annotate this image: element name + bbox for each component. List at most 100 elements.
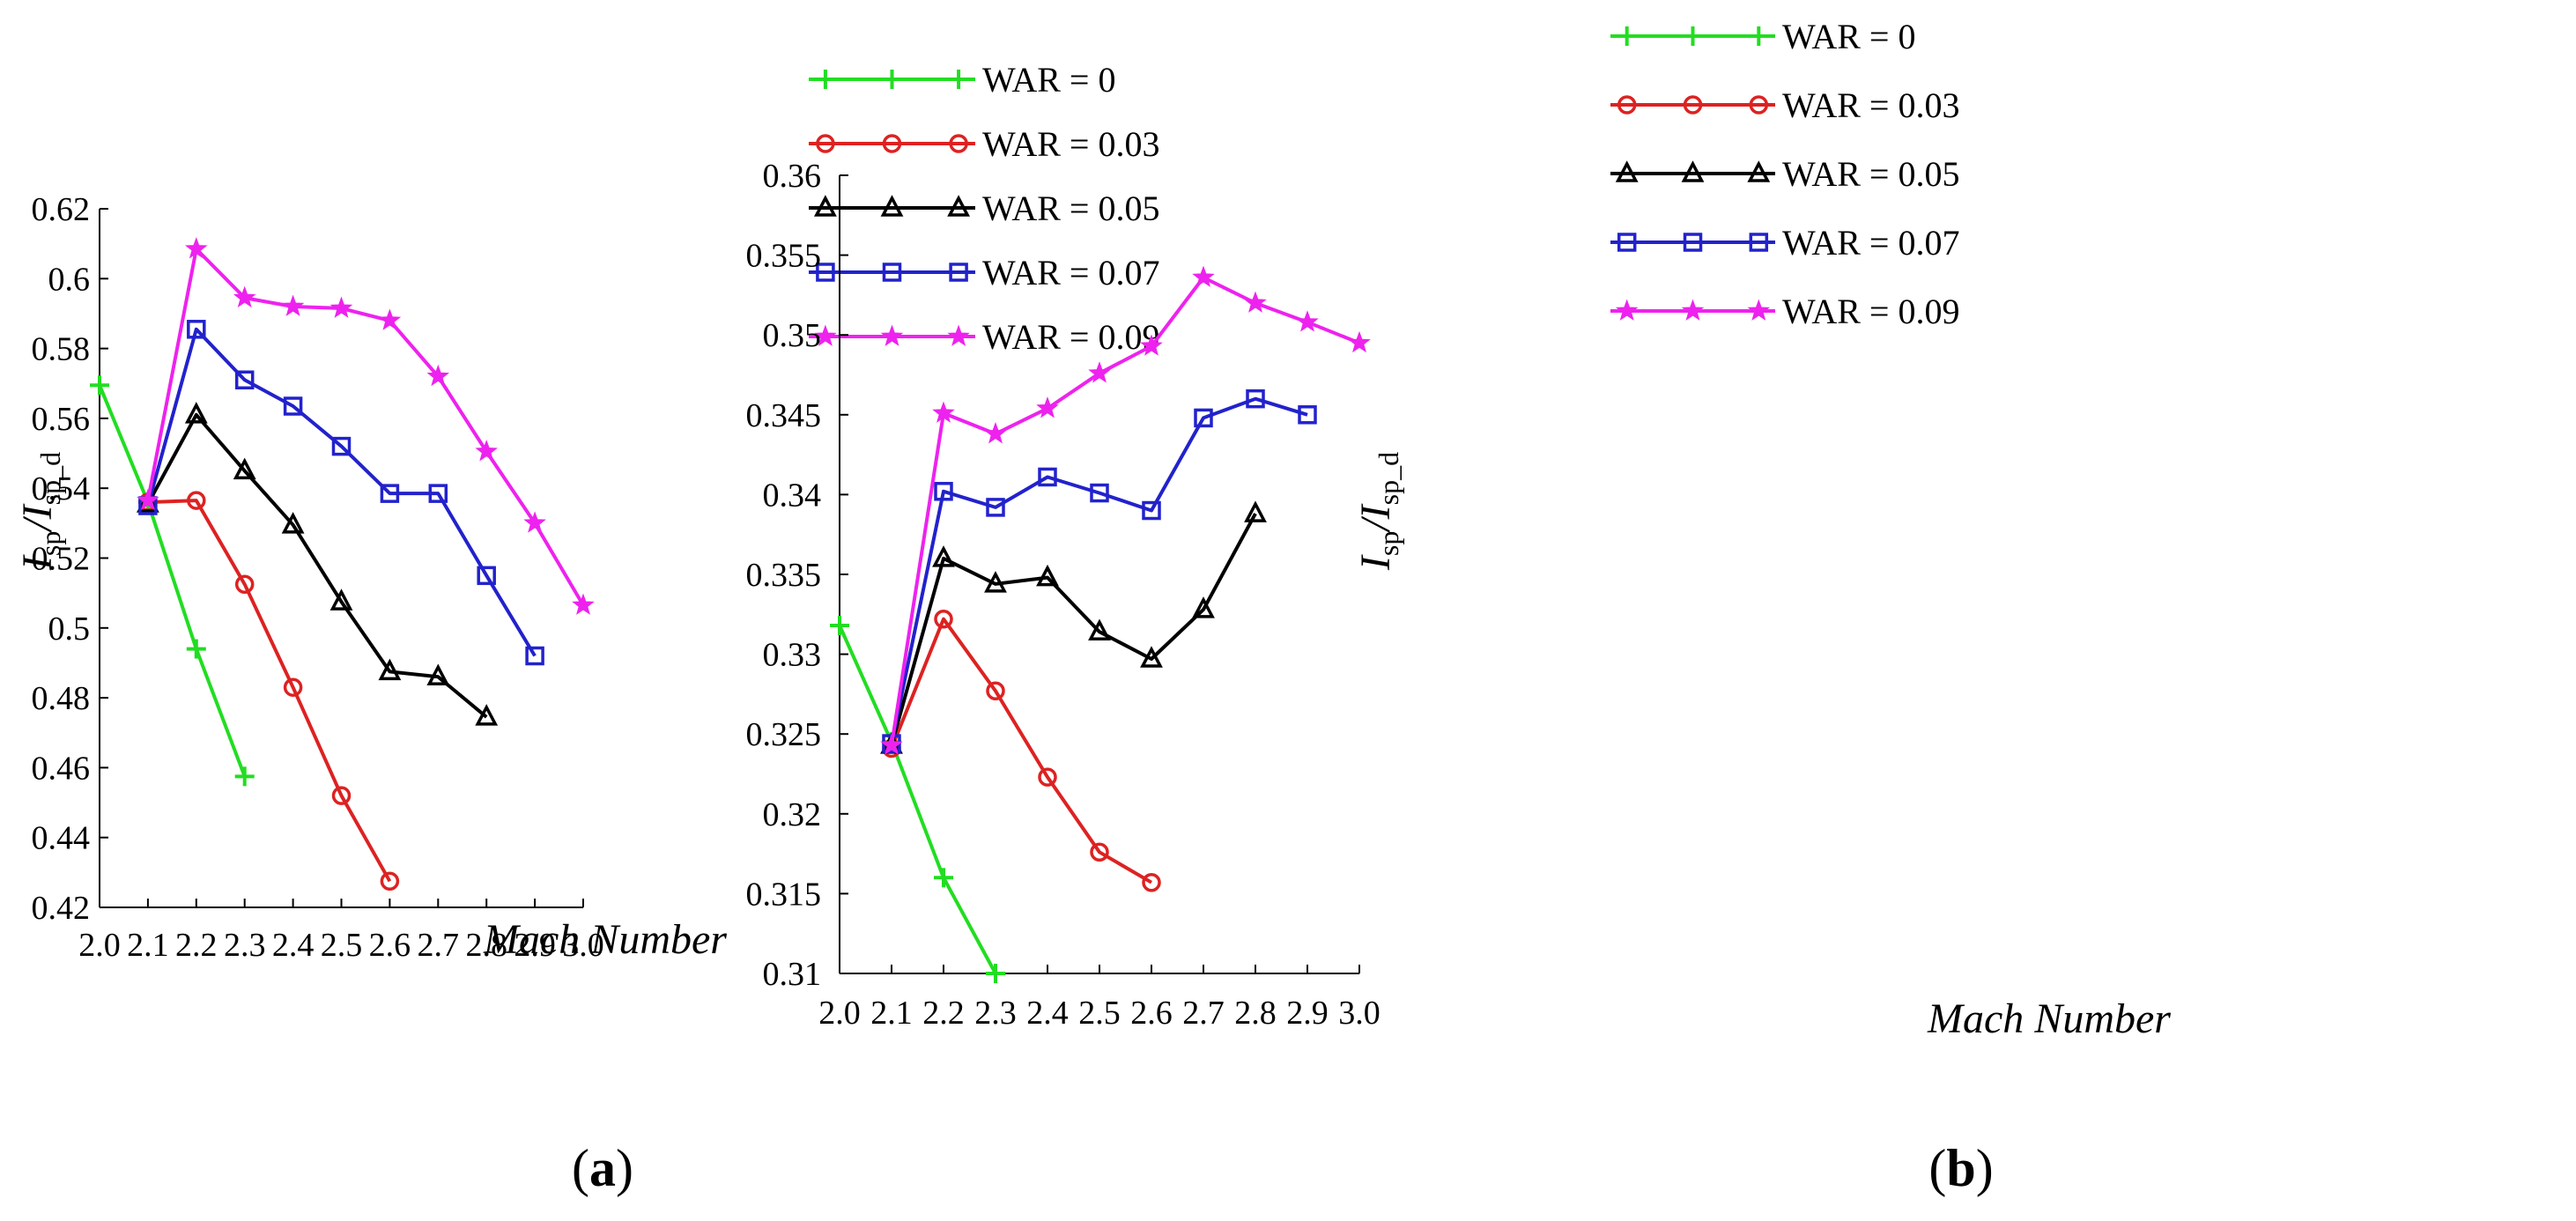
panel-b-data-point: [880, 733, 903, 755]
panel-a-data-point: [90, 375, 109, 396]
panel-b-y-tick-label: 0.31: [763, 956, 822, 993]
panel-b-legend-label: WAR = 0.05: [1782, 154, 1959, 194]
panel-a-series-4: [137, 237, 595, 615]
panel-b-series-line: [890, 513, 1257, 746]
panel-b-y-tick-label: 0.315: [746, 876, 822, 913]
panel-b-legend-marker: [1617, 233, 1637, 252]
panel-a-x-tick-label: 2.8: [465, 927, 507, 964]
chart-panel-a: 2.0 2.1 2.2 2.3 2.4 2.5 2.6 2.7 2.8 2.9 3.0 0.42 0.…: [14, 60, 1159, 1197]
panel-a-data-point: [234, 370, 255, 390]
panel-b-data-point: [1296, 310, 1319, 332]
panel-a-y-tick-label: 0.46: [32, 750, 91, 787]
panel-a-series-0: [90, 375, 255, 787]
panel-b-data-point: [1038, 767, 1057, 787]
panel-b-data-point: [934, 482, 953, 501]
panel-b-legend-marker: [1615, 160, 1639, 182]
panel-b-legend-marker: [1683, 95, 1703, 115]
panel-a-x-ticks: 2.0 2.1 2.2 2.3 2.4 2.5 2.6 2.7 2.8 2.9 3.0: [78, 899, 604, 964]
panel-b-data-point: [1192, 265, 1215, 287]
panel-b-series-4: [880, 265, 1371, 755]
panel-a-y-tick-label: 0.52: [32, 541, 91, 578]
panel-a-y-tick-label: 0.62: [32, 191, 91, 228]
panel-a-data-point: [233, 457, 256, 480]
panel-b-series-line: [890, 396, 1308, 744]
panel-b-legend-marker: [1749, 26, 1769, 46]
panel-b-legend-marker: [1683, 233, 1703, 252]
panel-b-legend-marker: [1681, 299, 1705, 321]
panel-a-legend-marker: [947, 324, 970, 346]
panel-b-data-point: [1036, 396, 1059, 418]
panel-b-data-point: [932, 401, 955, 423]
panel-b-x-tick-label: 2.0: [818, 995, 861, 1032]
panel-b-data-point: [1348, 330, 1371, 353]
panel-a-data-point: [329, 588, 353, 610]
panel-a-data-point: [378, 658, 402, 681]
panel-b-legend-label: WAR = 0.09: [1782, 292, 1959, 331]
panel-a-y-tick-label: 0.5: [48, 610, 91, 648]
panel-a-data-point: [329, 296, 353, 318]
panel-b-data-point: [1246, 388, 1265, 409]
panel-b-legend-entry: WAR = 0.05: [1610, 154, 1959, 194]
panel-a-legend-entry: WAR = 0.03: [809, 124, 1159, 164]
panel-b-x-tick-label: 3.0: [1338, 995, 1381, 1032]
panel-b-x-tick-label: 2.7: [1182, 995, 1225, 1032]
panel-b-legend: WAR = 0 WAR = 0.03 WAR = 0.05 WAR = 0.07 WAR…: [1610, 17, 1959, 331]
panel-b-data-point: [984, 422, 1007, 444]
panel-b-data-point: [1140, 646, 1163, 668]
panel-a-x-tick-label: 2.3: [224, 927, 266, 964]
panel-b-legend-label: WAR = 0: [1782, 17, 1915, 56]
panel-b-data-point: [1090, 483, 1109, 503]
panel-a-data-point: [475, 440, 498, 462]
panel-a-series-3: [138, 320, 544, 666]
panel-b-y-tick-label: 0.345: [746, 397, 822, 434]
panel-a-y-tick-label: 0.6: [48, 261, 91, 298]
panel-b-data-point: [1036, 564, 1059, 587]
panel-a-legend-marker: [816, 263, 835, 282]
panel-a-legend-marker: [949, 70, 969, 89]
panel-a-data-point: [428, 484, 448, 503]
panel-b-data-point: [934, 868, 953, 888]
panel-b-y-ticks: 0.31 0.315 0.32 0.325 0.33 0.335 0.34 0.345 0.35…: [746, 158, 848, 993]
panel-b-y-tick-label: 0.35: [763, 317, 822, 354]
panel-b-data-point: [984, 571, 1007, 593]
panel-a-data-point: [281, 512, 305, 534]
panel-b-caption: (b): [1928, 1139, 1993, 1197]
panel-b-legend-marker: [1681, 160, 1705, 182]
panel-a-x-tick-label: 2.1: [127, 927, 169, 964]
panel-b-legend-marker: [1747, 160, 1771, 182]
panel-a-data-point: [331, 436, 352, 456]
panel-b-data-point: [1142, 500, 1161, 521]
panel-b-data-point: [1142, 872, 1161, 892]
panel-b-legend-marker: [1617, 26, 1637, 46]
panel-a-data-point: [477, 566, 496, 586]
panel-a-y-tick-label: 0.48: [32, 680, 91, 717]
panel-b-legend-label: WAR = 0.07: [1782, 223, 1959, 263]
panel-b-data-point: [934, 609, 953, 629]
panel-b-legend-marker: [1749, 95, 1769, 115]
panel-a-legend: WAR = 0 WAR = 0.03 WAR = 0.05 WAR = 0.07 WAR…: [809, 60, 1159, 357]
panel-a-legend-marker: [882, 70, 902, 89]
panel-a-data-point: [234, 574, 255, 594]
panel-a-legend-marker: [814, 324, 837, 346]
panel-a-x-tick-label: 2.7: [418, 927, 460, 964]
panel-b-data-point: [1244, 500, 1267, 522]
panel-a-legend-entry: WAR = 0.07: [809, 253, 1159, 292]
panel-b-y-tick-label: 0.33: [763, 637, 822, 674]
panel-b-legend-marker: [1683, 26, 1703, 46]
panel-a-legend-marker: [949, 134, 968, 153]
panel-b-legend-entry: WAR = 0.09: [1610, 292, 1959, 331]
panel-a-data-point: [380, 484, 400, 503]
panel-a-legend-label: WAR = 0: [982, 60, 1115, 100]
panel-a-data-point: [281, 294, 305, 316]
panel-a-y-tick-label: 0.56: [32, 401, 91, 438]
panel-b-data-point: [986, 964, 1005, 983]
panel-b-y-axis-title: Isp/Isp_d: [1352, 452, 1404, 571]
panel-b-legend-marker: [1747, 299, 1771, 321]
panel-a-legend-marker: [882, 134, 902, 153]
panel-b-legend-entry: WAR = 0.03: [1610, 85, 1959, 125]
panel-b-data-point: [986, 498, 1005, 517]
panel-b-legend-label: WAR = 0.03: [1782, 85, 1959, 125]
panel-a-y-tick-label: 0.42: [32, 890, 91, 927]
panel-b-series-3: [882, 388, 1317, 753]
